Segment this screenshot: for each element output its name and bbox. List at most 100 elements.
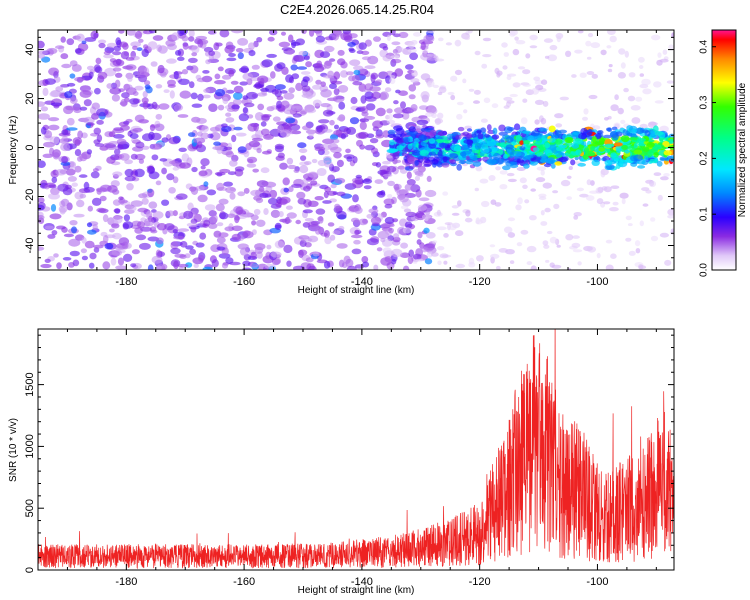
heatmap-cell	[382, 54, 392, 62]
heatmap-cell	[212, 146, 224, 151]
heatmap-cell	[411, 149, 421, 156]
heatmap-cell	[196, 117, 207, 124]
heatmap-cell	[287, 164, 297, 170]
heatmap-cell	[660, 176, 669, 181]
y-tick-label: 40	[24, 43, 36, 55]
heatmap-cell	[540, 221, 548, 226]
heatmap-cell	[650, 217, 656, 222]
heatmap-cell	[407, 48, 417, 53]
heatmap-cell	[529, 34, 538, 41]
heatmap-cell	[288, 76, 295, 84]
heatmap-cell	[191, 52, 198, 57]
heatmap-cell	[338, 101, 346, 110]
heatmap-cell	[393, 100, 399, 105]
heatmap-cell	[392, 133, 403, 138]
heatmap-cell	[291, 39, 297, 49]
heatmap-cell	[256, 37, 263, 43]
heatmap-cell	[203, 181, 209, 187]
heatmap-cell	[507, 232, 516, 238]
heatmap-cell	[538, 127, 548, 132]
heatmap-cell	[466, 132, 473, 139]
heatmap-cell	[130, 263, 137, 268]
heatmap-cell	[426, 251, 433, 258]
colorbar-gradient	[711, 29, 737, 271]
heatmap-cell	[197, 93, 204, 101]
heatmap-cell	[109, 87, 122, 95]
heatmap-cell	[141, 48, 149, 58]
heatmap-cell	[596, 252, 601, 259]
heatmap-cell	[432, 240, 438, 244]
heatmap-cell	[61, 129, 69, 136]
heatmap-cell	[426, 30, 435, 34]
heatmap-cell	[61, 226, 68, 233]
heatmap-cell	[102, 261, 111, 270]
heatmap-cell	[214, 73, 221, 80]
heatmap-cell	[333, 151, 342, 159]
heatmap-cell	[179, 162, 191, 169]
heatmap-cell	[197, 254, 205, 262]
heatmap-cell	[199, 232, 207, 240]
heatmap-cell	[38, 101, 46, 107]
heatmap-cell	[401, 152, 407, 157]
heatmap-cell	[141, 197, 149, 205]
heatmap-cell	[95, 57, 102, 65]
heatmap-cell	[86, 222, 93, 228]
heatmap-cell	[352, 194, 359, 203]
heatmap-cell	[466, 128, 473, 132]
heatmap-cell	[181, 35, 189, 42]
heatmap-cell	[40, 263, 52, 269]
heatmap-cell	[142, 133, 154, 142]
heatmap-cell	[279, 129, 291, 138]
heatmap-cell	[423, 156, 429, 164]
heatmap-cell	[151, 255, 163, 264]
heatmap-cell	[451, 212, 460, 216]
heatmap-cell	[439, 253, 449, 259]
heatmap-cell	[324, 186, 332, 193]
heatmap-cell	[432, 84, 439, 89]
heatmap-cell	[200, 132, 210, 140]
heatmap-cell	[50, 102, 63, 107]
heatmap-cell	[237, 146, 247, 154]
heatmap-cell	[46, 47, 58, 55]
heatmap-cell	[357, 68, 369, 76]
heatmap-cell	[300, 179, 309, 187]
heatmap-cell	[305, 92, 313, 100]
heatmap-cell	[571, 74, 577, 78]
heatmap-cell	[569, 154, 574, 159]
heatmap-cell	[652, 144, 662, 150]
heatmap-cell	[364, 65, 376, 70]
heatmap-cell	[333, 71, 341, 80]
heatmap-cell	[56, 262, 62, 270]
heatmap-cell	[619, 192, 629, 199]
heatmap-cell	[404, 221, 413, 229]
heatmap-cell	[596, 198, 604, 205]
heatmap-cell	[477, 133, 484, 140]
heatmap-cell	[653, 172, 662, 177]
heatmap-cell	[509, 93, 518, 98]
heatmap-cell	[399, 252, 411, 258]
heatmap-cell	[324, 60, 333, 67]
heatmap-cell	[390, 248, 403, 258]
heatmap-cell	[366, 213, 374, 219]
heatmap-cell	[590, 42, 601, 49]
heatmap-cell	[343, 154, 355, 160]
heatmap-cell	[237, 191, 246, 197]
heatmap-cell	[638, 264, 644, 270]
heatmap-cell	[669, 138, 674, 144]
heatmap-cell	[610, 104, 619, 112]
heatmap-cell	[549, 262, 555, 268]
heatmap-cell	[74, 165, 82, 173]
heatmap-cell	[129, 133, 139, 140]
heatmap-cell	[438, 37, 444, 42]
heatmap-cell	[81, 40, 87, 45]
heatmap-cell	[117, 143, 124, 150]
heatmap-cell	[333, 129, 345, 136]
heatmap-cell	[83, 99, 92, 107]
heatmap-cell	[332, 230, 341, 235]
heatmap-cell	[560, 179, 571, 187]
heatmap-cell	[400, 242, 408, 249]
heatmap-cell	[49, 91, 61, 98]
heatmap-cell	[442, 130, 448, 136]
heatmap-cell	[404, 183, 413, 191]
heatmap-cell	[406, 171, 412, 179]
